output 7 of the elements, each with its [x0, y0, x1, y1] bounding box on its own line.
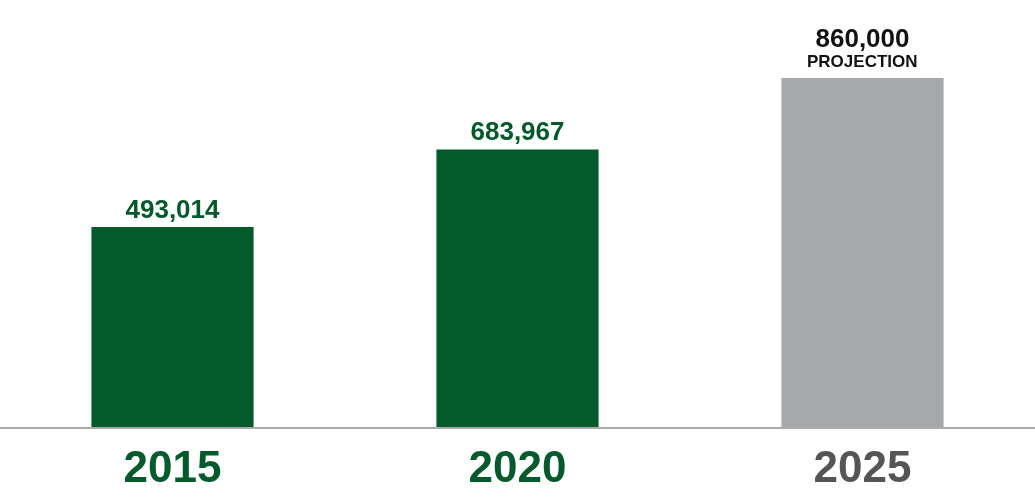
- data-label: 860,000: [815, 23, 910, 53]
- annotation: PROJECTION: [807, 52, 918, 71]
- data-label: 683,967: [470, 116, 565, 147]
- x-tick-label: 2020: [468, 441, 567, 491]
- data-label: 493,014: [125, 193, 221, 224]
- x-tick-label: 2025: [813, 441, 912, 491]
- x-tick-label: 2015: [123, 441, 222, 491]
